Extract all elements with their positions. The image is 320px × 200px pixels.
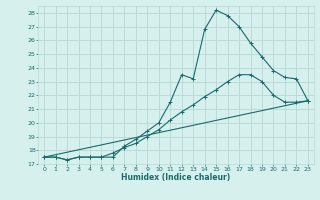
X-axis label: Humidex (Indice chaleur): Humidex (Indice chaleur) — [121, 173, 231, 182]
